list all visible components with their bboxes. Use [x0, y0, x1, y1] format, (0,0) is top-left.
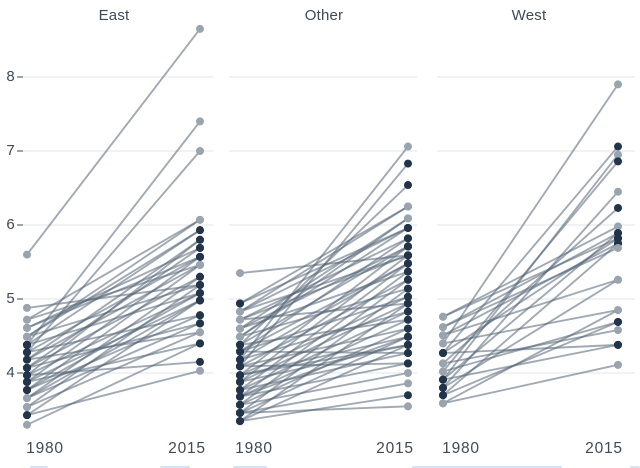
x-label-east-2015: 2015 — [168, 440, 206, 457]
x-label-west-2015: 2015 — [585, 440, 623, 457]
y-tick-label-5: 5 — [6, 290, 15, 307]
x-label-east-1980: 1980 — [26, 440, 64, 457]
bottom-artifact — [630, 466, 640, 468]
bottom-artifact — [412, 466, 562, 468]
x-label-west-1980: 1980 — [442, 440, 480, 457]
y-tick-label-6: 6 — [6, 216, 15, 233]
x-label-other-1980: 1980 — [235, 440, 273, 457]
panel-title-other: Other — [304, 7, 344, 24]
y-tick-label-7: 7 — [6, 142, 15, 159]
panel-title-west: West — [511, 7, 547, 24]
x-label-other-2015: 2015 — [376, 440, 414, 457]
panel-title-east: East — [98, 7, 130, 24]
bottom-artifact — [30, 466, 48, 468]
bottom-artifact — [160, 466, 190, 468]
y-tick-label-4: 4 — [6, 364, 15, 381]
bottom-artifact — [233, 466, 267, 468]
y-tick-label-8: 8 — [6, 68, 15, 85]
